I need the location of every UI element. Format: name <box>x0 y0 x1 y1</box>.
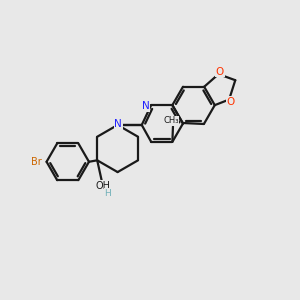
Text: Br: Br <box>32 157 42 167</box>
Text: H: H <box>104 189 111 198</box>
Text: CH₃: CH₃ <box>163 116 179 125</box>
Text: O: O <box>216 67 224 77</box>
Text: O: O <box>226 97 235 107</box>
Text: N: N <box>142 101 150 111</box>
Text: N: N <box>114 119 122 129</box>
Text: OH: OH <box>96 181 111 190</box>
